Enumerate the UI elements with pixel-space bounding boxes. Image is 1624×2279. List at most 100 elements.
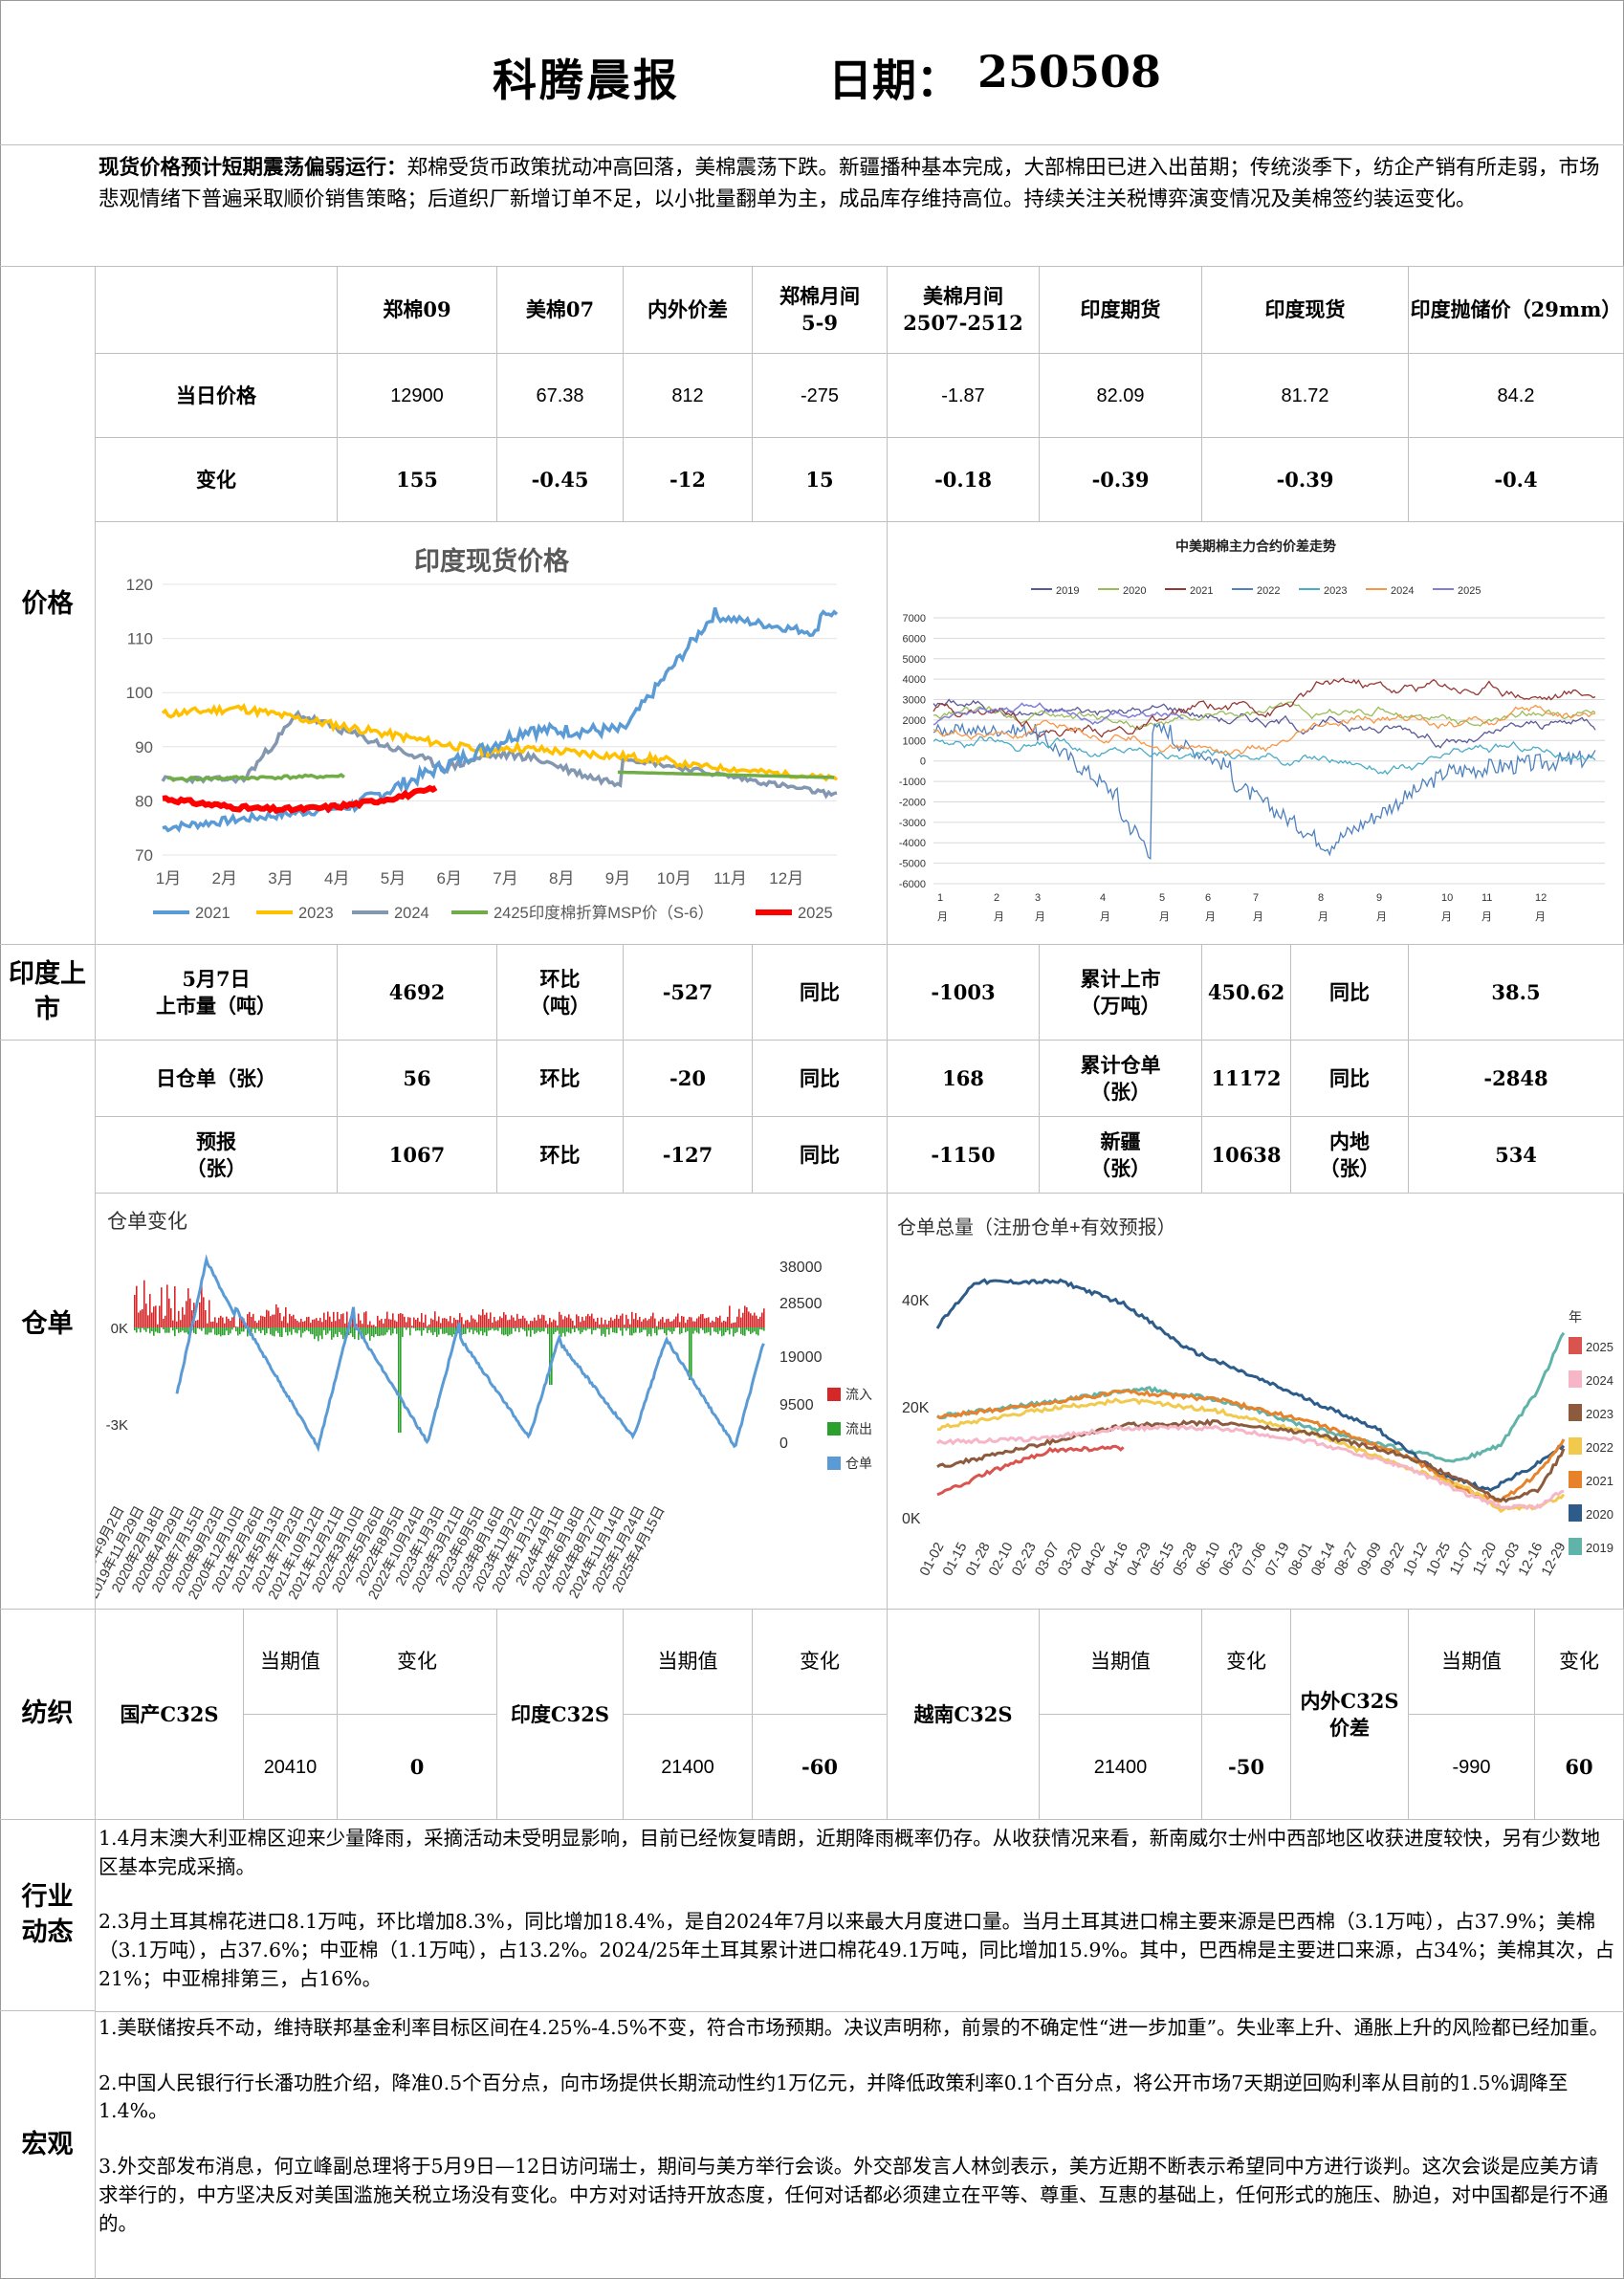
inflow-bar xyxy=(692,1321,694,1327)
inflow-bar xyxy=(239,1318,241,1327)
outflow-bar xyxy=(450,1327,451,1336)
inflow-bar xyxy=(210,1322,212,1327)
inflow-bar xyxy=(377,1315,379,1327)
outflow-bar xyxy=(199,1327,201,1329)
price-header-3: 郑棉月间 5-9 xyxy=(753,266,888,354)
outflow-bar xyxy=(585,1327,587,1331)
outflow-bar xyxy=(515,1327,516,1332)
y-tick-label: 20K xyxy=(902,1400,930,1416)
outflow-bar xyxy=(689,1327,691,1380)
inflow-bar xyxy=(472,1318,474,1327)
x-tick-label: 4月 xyxy=(324,869,349,887)
cumulative-label: 累计上市 （万吨） xyxy=(1040,945,1202,1041)
outflow-bar xyxy=(536,1327,538,1333)
inflow-bar xyxy=(367,1325,369,1327)
section-macro: 宏观 xyxy=(0,2011,96,2279)
inflow-bar xyxy=(325,1320,327,1327)
inflow-bar xyxy=(522,1315,524,1327)
inflow-bar xyxy=(710,1322,712,1327)
outflow-bar xyxy=(756,1327,757,1335)
outflow-bar xyxy=(163,1327,165,1329)
outflow-bar xyxy=(713,1327,715,1332)
outflow-bar xyxy=(180,1327,182,1332)
macro-item-2: 2.中国人民银行行长潘功胜介绍，降准0.5个百分点，向市场提供长期流动性约1万亿… xyxy=(99,2071,1569,2123)
inflow-bar xyxy=(515,1320,516,1327)
inflow-bar xyxy=(597,1317,599,1327)
outflow-bar xyxy=(186,1327,187,1333)
inflow-bar xyxy=(388,1319,390,1327)
summary-body: 郑棉受货币政策扰动冲高回落，美棉震荡下跌。新疆播种基本完成，大部棉田已进入出苗期… xyxy=(99,156,1600,211)
inflow-bar xyxy=(494,1317,495,1327)
inflow-bar xyxy=(505,1314,507,1327)
outflow-bar xyxy=(400,1327,402,1433)
inflow-bar xyxy=(580,1322,582,1327)
outflow-bar xyxy=(448,1327,450,1336)
x-tick-label: 9月 xyxy=(605,869,630,887)
inflow-bar xyxy=(285,1307,287,1327)
inflow-bar xyxy=(346,1311,348,1327)
inflow-bar xyxy=(300,1318,302,1327)
outflow-bar xyxy=(274,1327,275,1337)
yarn-change-value: -60 xyxy=(753,1715,888,1820)
inflow-bar xyxy=(352,1317,354,1327)
inflow-bar xyxy=(296,1320,298,1327)
legend-swatch xyxy=(1569,1504,1582,1522)
outflow-bar xyxy=(430,1327,432,1333)
inflow-bar xyxy=(587,1313,589,1327)
series-2023 xyxy=(933,735,1596,776)
outflow-bar xyxy=(532,1327,534,1330)
outflow-bar xyxy=(721,1327,723,1337)
summary-lead: 现货价格预计短期震荡偏弱运行： xyxy=(99,156,407,180)
x-tick-label: 12 xyxy=(1535,892,1547,904)
inflow-bar xyxy=(369,1321,371,1327)
macro-news: 1.美联储按兵不动，维持联邦基金利率目标区间在4.25%-4.5%不变，符合市场… xyxy=(99,2014,1617,2277)
macro-item-1: 1.美联储按兵不动，维持联邦基金利率目标区间在4.25%-4.5%不变，符合市场… xyxy=(99,2016,1610,2039)
inflow-bar xyxy=(272,1314,274,1327)
outflow-bar xyxy=(681,1327,683,1334)
inflow-bar xyxy=(233,1314,235,1327)
warrant-forecast-nd: 534 xyxy=(1409,1117,1624,1194)
inflow-bar xyxy=(484,1314,486,1327)
inflow-bar xyxy=(187,1288,189,1327)
yarn-change-value: -50 xyxy=(1202,1715,1291,1820)
outflow-bar xyxy=(362,1327,363,1337)
outflow-bar xyxy=(197,1327,199,1328)
inflow-bar xyxy=(564,1316,566,1327)
inflow-bar xyxy=(373,1325,375,1327)
inflow-bar xyxy=(727,1316,729,1327)
x-tick-label: 8 xyxy=(1318,892,1324,904)
outflow-bar xyxy=(576,1327,578,1328)
outflow-bar xyxy=(731,1327,733,1329)
x-unit-label: 月 xyxy=(1035,911,1045,923)
price-table-corner xyxy=(96,266,338,354)
today-price-value: -275 xyxy=(753,354,888,438)
inflow-bar xyxy=(545,1321,547,1327)
outflow-bar xyxy=(572,1327,574,1329)
x-unit-label: 月 xyxy=(937,911,948,923)
change-value: -12 xyxy=(624,438,753,522)
inflow-bar xyxy=(411,1326,413,1327)
outflow-bar xyxy=(507,1327,509,1337)
inflow-bar xyxy=(627,1319,629,1327)
outflow-bar xyxy=(381,1327,383,1336)
chart-title: 印度现货价格 xyxy=(414,546,570,576)
outflow-bar xyxy=(763,1327,765,1331)
inflow-bar xyxy=(608,1321,610,1327)
inflow-bar xyxy=(681,1316,683,1327)
inflow-bar xyxy=(744,1305,746,1327)
inflow-bar xyxy=(511,1315,513,1327)
y-tick-label: 0 xyxy=(920,756,926,768)
inflow-bar xyxy=(392,1313,394,1327)
inflow-bar xyxy=(474,1319,476,1327)
y-tick-label: 5000 xyxy=(903,654,926,666)
inflow-bar xyxy=(591,1313,593,1327)
inflow-bar xyxy=(448,1321,450,1327)
inflow-bar xyxy=(524,1318,526,1327)
inflow-bar xyxy=(648,1319,650,1327)
outflow-bar xyxy=(685,1327,687,1333)
outflow-bar xyxy=(421,1327,423,1336)
inflow-bar xyxy=(752,1315,754,1327)
series-2021 xyxy=(162,606,839,833)
outflow-bar xyxy=(696,1327,698,1333)
legend-label: 2022 xyxy=(1257,585,1280,597)
